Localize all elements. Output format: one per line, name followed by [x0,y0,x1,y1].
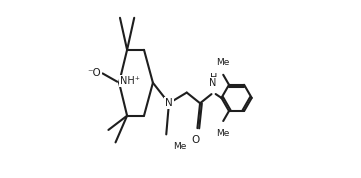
Text: NH⁺: NH⁺ [120,76,140,86]
Text: H: H [210,73,217,83]
Text: Me: Me [216,129,229,138]
Text: ⁻O: ⁻O [87,68,101,78]
Text: Me: Me [216,58,229,67]
Text: Me: Me [173,142,187,151]
Text: N: N [165,98,173,108]
Text: O: O [191,135,200,145]
Text: N: N [209,78,217,88]
